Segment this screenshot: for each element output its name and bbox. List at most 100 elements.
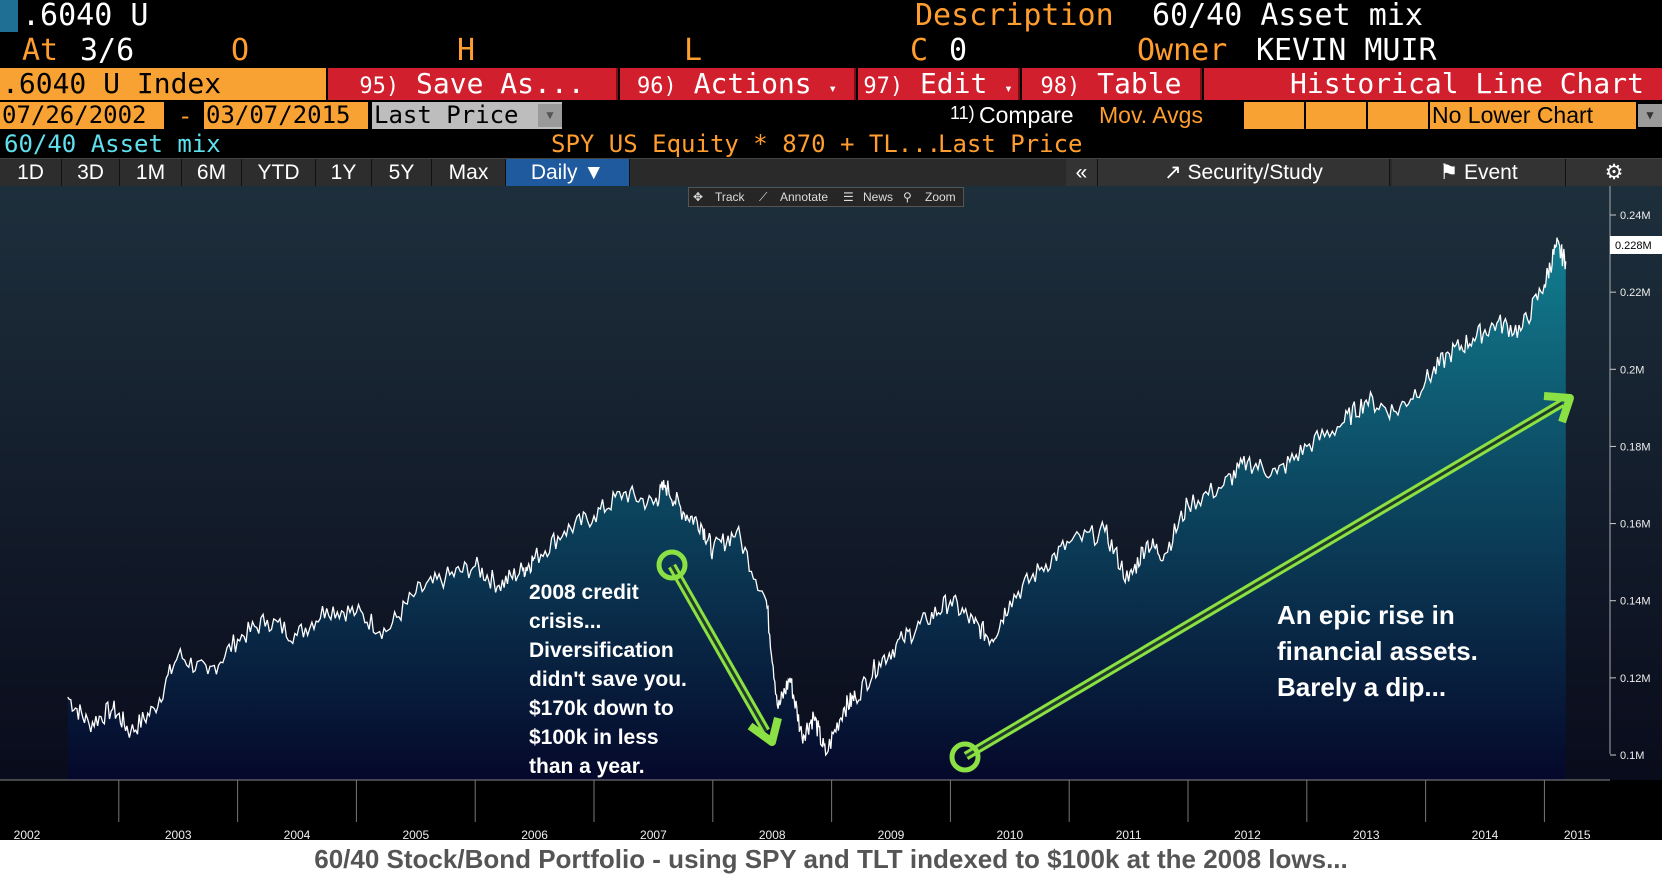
news-icon: ☰ bbox=[843, 190, 854, 204]
x-axis: 2002 2003 2004 2005 2006 2007 2008 2009 2010 2011… bbox=[14, 780, 1591, 840]
mov-avg-field-2[interactable] bbox=[1306, 102, 1366, 129]
frequency-label: Daily bbox=[530, 161, 578, 184]
actions-label: Actions bbox=[693, 67, 812, 100]
chart-icon: ↗ bbox=[1164, 161, 1182, 184]
y-tick-label: 0.24M bbox=[1620, 210, 1651, 222]
rise-arrow bbox=[949, 392, 1574, 773]
chart-toolbar: ✥ Track ⟋ Annotate ☰ News ⚲ Zoom bbox=[688, 187, 964, 207]
x-tick-label: 2004 bbox=[284, 828, 311, 840]
date-separator: - bbox=[178, 102, 193, 130]
edit-button[interactable]: 97) Edit ▾ bbox=[858, 68, 1020, 100]
line-chart: 0.24M 0.22M 0.2M 0.18M 0.16M 0.14M 0.12M 0.1M 0… bbox=[0, 186, 1662, 840]
field-select-arrow-icon[interactable]: ▼ bbox=[538, 104, 562, 127]
table-label: Table bbox=[1097, 67, 1182, 100]
mov-avgs-label[interactable]: Mov. Avgs bbox=[1099, 102, 1203, 128]
y-tick-label: 0.2M bbox=[1620, 364, 1644, 376]
edit-label: Edit bbox=[919, 67, 988, 100]
collapse-toggle[interactable]: « bbox=[1066, 159, 1098, 186]
save-as-button[interactable]: 95) Save As... bbox=[328, 68, 618, 100]
settings-bar: 07/26/2002 - 03/07/2015 Last Price ▼ 11)… bbox=[0, 100, 1662, 130]
last-value-label: 0.228M bbox=[1615, 240, 1652, 252]
y-tick-label: 0.14M bbox=[1620, 596, 1651, 608]
save-as-number: 95) bbox=[359, 74, 400, 99]
description-value: 60/40 Asset mix bbox=[1152, 0, 1423, 33]
gear-button[interactable]: ⚙ bbox=[1566, 159, 1662, 186]
decline-arrow bbox=[656, 549, 782, 746]
news-button[interactable]: News bbox=[863, 190, 894, 204]
tab-max[interactable]: Max bbox=[432, 159, 506, 186]
y-axis: 0.24M 0.22M 0.2M 0.18M 0.16M 0.14M 0.12M 0.1M bbox=[1610, 210, 1651, 762]
close-label: C bbox=[910, 33, 929, 68]
zoom-icon: ⚲ bbox=[903, 190, 912, 204]
x-tick-label: 2015 bbox=[1564, 828, 1591, 840]
tab-ytd[interactable]: YTD bbox=[242, 159, 316, 186]
x-tick-label: 2014 bbox=[1472, 828, 1499, 840]
end-date-field[interactable]: 03/07/2015 bbox=[204, 102, 368, 129]
x-tick-label: 2002 bbox=[14, 828, 41, 840]
open-label: O bbox=[231, 33, 250, 68]
tab-1m[interactable]: 1M bbox=[120, 159, 182, 186]
close-value: 0 bbox=[949, 33, 968, 68]
zoom-button[interactable]: Zoom bbox=[925, 190, 956, 204]
owner-label: Owner bbox=[1137, 33, 1228, 68]
frequency-dropdown-icon: ▼ bbox=[583, 161, 605, 184]
save-as-label: Save As... bbox=[416, 67, 585, 100]
function-bar: .6040 U Index 95) Save As... 96) Actions… bbox=[0, 68, 1662, 100]
lower-chart-select[interactable]: No Lower Chart bbox=[1430, 102, 1636, 129]
table-number: 98) bbox=[1040, 74, 1081, 99]
x-axis-band bbox=[0, 780, 1662, 840]
event-label: Event bbox=[1463, 161, 1518, 184]
series-area bbox=[67, 237, 1566, 780]
security-study-label: Security/Study bbox=[1187, 161, 1323, 184]
header-row-2: At 3/6 O H L C 0 Owner KEVIN MUIR bbox=[0, 33, 1662, 68]
frequency-select[interactable]: Daily ▼ bbox=[506, 159, 630, 186]
event-button[interactable]: ⚑ Event bbox=[1392, 159, 1566, 186]
at-label: At bbox=[22, 33, 59, 68]
ticker-marker bbox=[0, 0, 18, 32]
actions-dropdown-icon: ▾ bbox=[828, 81, 837, 97]
annotate-button[interactable]: Annotate bbox=[780, 190, 829, 204]
chart-area[interactable]: 0.24M 0.22M 0.2M 0.18M 0.16M 0.14M 0.12M 0.1M 0… bbox=[0, 186, 1662, 840]
y-tick-label: 0.16M bbox=[1620, 519, 1651, 531]
at-value: 3/6 bbox=[80, 33, 135, 68]
index-name-box[interactable]: .6040 U Index bbox=[0, 68, 326, 100]
security-study-button[interactable]: ↗ Security/Study bbox=[1098, 159, 1390, 186]
x-tick-label: 2012 bbox=[1234, 828, 1261, 840]
gear-icon: ⚙ bbox=[1604, 161, 1624, 184]
y-tick-label: 0.12M bbox=[1620, 673, 1651, 685]
compare-button[interactable]: Compare bbox=[979, 102, 1074, 128]
crisis-annotation: 2008 credit crisis... Diversification di… bbox=[529, 581, 687, 778]
legend-bar: 60/40 Asset mix SPY US Equity * 870 + TL… bbox=[0, 130, 1662, 158]
lower-chart-arrow-icon[interactable]: ▼ bbox=[1638, 104, 1662, 127]
y-tick-label: 0.18M bbox=[1620, 441, 1651, 453]
x-tick-label: 2006 bbox=[521, 828, 548, 840]
field-select[interactable]: Last Price bbox=[372, 102, 562, 129]
actions-button[interactable]: 96) Actions ▾ bbox=[620, 68, 856, 100]
track-button[interactable]: Track bbox=[715, 190, 745, 204]
period-tab-bar: 1D 3D 1M 6M YTD 1Y 5Y Max Daily ▼ « ↗ Se… bbox=[0, 158, 1662, 186]
owner-value: KEVIN MUIR bbox=[1256, 33, 1437, 68]
table-button[interactable]: 98) Table bbox=[1022, 68, 1202, 100]
tab-3d[interactable]: 3D bbox=[62, 159, 120, 186]
compare-number: 11) bbox=[950, 103, 975, 123]
last-value-box bbox=[1610, 236, 1662, 254]
tab-1d[interactable]: 1D bbox=[0, 159, 62, 186]
tab-5y[interactable]: 5Y bbox=[372, 159, 432, 186]
flag-icon: ⚑ bbox=[1439, 161, 1459, 184]
mov-avg-field-3[interactable] bbox=[1368, 102, 1428, 129]
rise-annotation: An epic rise in financial assets. Barely… bbox=[1277, 600, 1478, 702]
x-tick-label: 2010 bbox=[996, 828, 1023, 840]
x-tick-label: 2009 bbox=[878, 828, 905, 840]
tab-6m[interactable]: 6M bbox=[182, 159, 242, 186]
x-tick-label: 2008 bbox=[759, 828, 786, 840]
x-tick-label: 2005 bbox=[402, 828, 429, 840]
tab-1y[interactable]: 1Y bbox=[316, 159, 372, 186]
x-tick-label: 2011 bbox=[1116, 828, 1142, 840]
y-tick-label: 0.22M bbox=[1620, 287, 1651, 299]
start-date-field[interactable]: 07/26/2002 bbox=[0, 102, 164, 129]
mov-avg-field-1[interactable] bbox=[1244, 102, 1304, 129]
edit-dropdown-icon: ▾ bbox=[1004, 81, 1013, 97]
x-tick-label: 2013 bbox=[1353, 828, 1380, 840]
legend-formula: SPY US Equity * 870 + TL... bbox=[551, 130, 942, 158]
ticker-symbol: .6040 U bbox=[22, 0, 149, 33]
